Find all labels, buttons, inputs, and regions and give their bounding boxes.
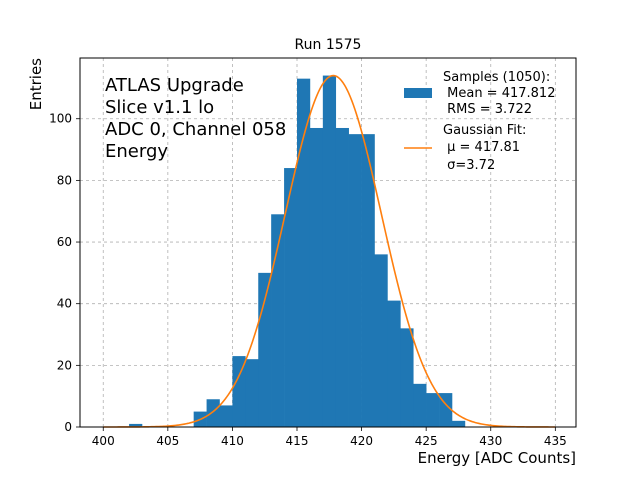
y-tick-label: 100 xyxy=(49,112,72,126)
histogram-bar xyxy=(245,359,259,427)
histogram-bar xyxy=(297,78,311,427)
histogram-bar xyxy=(206,399,220,427)
legend-fit-line-2: μ = 417.81 xyxy=(443,140,520,155)
plot-frame xyxy=(79,57,577,428)
histogram-bar xyxy=(374,254,388,427)
histogram-bar xyxy=(129,423,143,427)
annotation-line-4: Energy xyxy=(105,141,168,162)
histogram-bar xyxy=(335,127,349,427)
histogram-bar xyxy=(258,272,272,427)
legend-fit-line-1: Gaussian Fit: xyxy=(443,123,526,138)
annotation-line-2: Slice v1.1 lo xyxy=(105,97,214,118)
x-tick-label: 435 xyxy=(544,434,567,448)
y-axis-label: Entries xyxy=(27,58,45,110)
x-tick-label: 425 xyxy=(415,434,438,448)
x-axis-ticks: 400 405 410 415 420 425 430 435 xyxy=(92,427,567,448)
y-tick-label: 20 xyxy=(57,358,72,372)
histogram-bar xyxy=(400,328,414,427)
y-tick-label: 80 xyxy=(57,173,72,187)
histogram-bar xyxy=(361,134,375,427)
x-tick-label: 405 xyxy=(156,434,179,448)
x-tick-label: 415 xyxy=(286,434,309,448)
legend-histogram-swatch xyxy=(404,88,432,98)
legend-hist-line-2: Mean = 417.812 xyxy=(443,86,555,101)
histogram-bar xyxy=(413,383,427,427)
histogram-bar xyxy=(271,214,285,427)
histogram-bar xyxy=(439,393,453,427)
histogram-bar xyxy=(426,393,440,427)
histogram-bar xyxy=(309,127,324,427)
legend-fit-line-3: σ=3.72 xyxy=(443,158,495,173)
histogram-bar xyxy=(322,75,337,428)
legend-hist-line-3: RMS = 3.722 xyxy=(443,102,532,117)
histogram-bar xyxy=(284,168,298,428)
gaussian-fit-curve xyxy=(103,74,556,428)
x-tick-label: 400 xyxy=(92,434,115,448)
histogram-bar xyxy=(452,420,466,427)
histogram-bar xyxy=(348,134,362,427)
legend-hist-line-1: Samples (1050): xyxy=(443,70,550,85)
x-tick-label: 420 xyxy=(350,434,373,448)
x-tick-label: 410 xyxy=(221,434,244,448)
annotation-line-1: ATLAS Upgrade xyxy=(105,75,244,96)
histogram-bar xyxy=(219,405,233,427)
x-tick-label: 430 xyxy=(479,434,502,448)
y-tick-label: 60 xyxy=(57,235,72,249)
y-tick-label: 40 xyxy=(57,297,72,311)
chart-title: Run 1575 xyxy=(295,37,362,53)
run-annotation: ATLAS Upgrade Slice v1.1 lo ADC 0, Chann… xyxy=(105,75,286,162)
y-axis-ticks: 0 20 40 60 80 100 xyxy=(49,112,80,434)
histogram-bars xyxy=(129,75,466,428)
annotation-line-3: ADC 0, Channel 058 xyxy=(105,119,286,140)
x-axis-label: Energy [ADC Counts] xyxy=(418,449,576,467)
histogram-bar xyxy=(387,300,401,427)
histogram-bar xyxy=(232,356,246,427)
legend: Samples (1050): Mean = 417.812 RMS = 3.7… xyxy=(404,70,555,173)
y-tick-label: 0 xyxy=(64,420,72,434)
